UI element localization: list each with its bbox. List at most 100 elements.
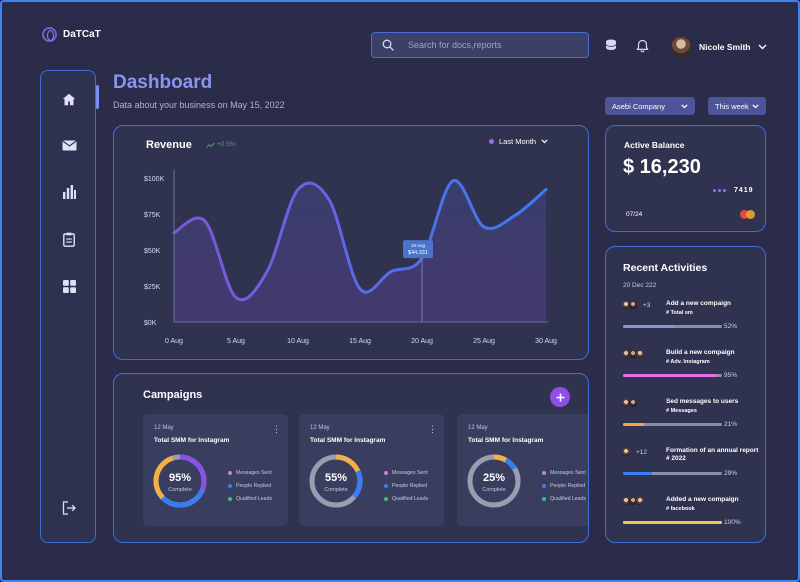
campaign-card[interactable]: 12 May Total SMM for Instagram ⋮ 95% Com… <box>143 414 288 526</box>
campaign-donut <box>153 454 207 508</box>
sidebar-item-tasks[interactable] <box>41 227 97 251</box>
add-campaign-button[interactable] <box>550 387 570 407</box>
clipboard-icon <box>63 232 75 247</box>
activity-percent: 29% <box>724 470 738 477</box>
legend-label: People Replied <box>236 483 272 489</box>
donut-segment <box>467 454 521 508</box>
logout-button[interactable] <box>41 496 97 520</box>
x-tick-label: 20 Aug <box>411 338 433 345</box>
activity-progress-fill <box>623 423 644 426</box>
company-dropdown[interactable]: Asebi Company <box>605 97 695 115</box>
activities-title: Recent Activities <box>623 262 708 274</box>
balance-title: Active Balance <box>624 140 685 150</box>
trend-up-icon <box>206 142 215 148</box>
activity-item[interactable]: Sed messages to users # Messages 21% <box>621 398 761 434</box>
donut-segment <box>153 454 207 508</box>
campaign-date: 12 May <box>154 425 174 431</box>
legend-dot <box>384 471 388 475</box>
chevron-down-icon <box>752 103 759 108</box>
legend-dot <box>228 471 232 475</box>
app-name: DaTCaT <box>63 29 101 40</box>
activity-item[interactable]: +12 Formation of an annual report # 2022… <box>621 447 761 483</box>
sidebar-item-mail[interactable] <box>41 133 97 157</box>
activity-item[interactable]: +3 Add a new compaign # Total sm 52% <box>621 300 761 336</box>
legend-label: Messages Sent <box>236 470 272 476</box>
campaign-donut <box>467 454 521 508</box>
chart-tooltip: 15 Aug $44,331 <box>403 240 433 259</box>
campaign-date: 12 May <box>468 425 488 431</box>
tooltip-value: $44,331 <box>408 250 428 256</box>
chevron-down-icon <box>758 44 767 50</box>
x-tick-label: 10 Aug <box>287 338 309 345</box>
activity-title: Sed messages to users <box>666 398 739 405</box>
card-mask <box>713 189 726 192</box>
donut-segment <box>309 454 363 508</box>
search-input[interactable] <box>408 40 568 50</box>
revenue-chart[interactable]: $0K $25K $50K $75K $100K 0 Aug 5 Aug 10 Aug 15 A… <box>114 126 590 361</box>
x-tick-label: 5 Aug <box>227 338 245 345</box>
search-box[interactable] <box>371 32 589 58</box>
company-dropdown-label: Asebi Company <box>612 101 665 111</box>
campaign-donut <box>309 454 363 508</box>
logout-icon <box>62 501 76 515</box>
donut-segment <box>309 454 363 508</box>
range-dot <box>489 139 494 144</box>
campaign-percent: 25% <box>482 472 506 484</box>
period-dropdown[interactable]: This week <box>708 97 766 115</box>
bell-icon[interactable] <box>636 39 649 53</box>
activity-avatars <box>621 496 645 506</box>
activity-avatars <box>621 398 638 408</box>
campaign-title: Total SMM for Instagram <box>468 437 544 444</box>
campaign-title: Total SMM for Instagram <box>154 437 230 444</box>
campaign-date: 12 May <box>310 425 330 431</box>
donut-segment <box>153 454 207 508</box>
database-icon[interactable] <box>605 39 617 53</box>
more-options-icon[interactable]: ⋮ <box>586 425 588 434</box>
activity-item[interactable]: Added a new compaign # facebook 100% <box>621 496 761 532</box>
activity-item[interactable]: Build a new compaign # Adv. Instagram 95… <box>621 349 761 385</box>
activity-title: Formation of an annual report # 2022 <box>666 447 759 462</box>
range-dropdown[interactable]: Last Month <box>489 137 548 146</box>
activity-title: Added a new compaign <box>666 496 739 503</box>
activity-progress <box>623 472 722 475</box>
avatar <box>635 349 645 359</box>
campaign-title: Total SMM for Instagram <box>310 437 386 444</box>
user-menu[interactable]: Nicole Smith <box>671 37 767 57</box>
revenue-area <box>174 180 546 322</box>
sidebar-item-apps[interactable] <box>41 274 97 298</box>
activity-percent: 52% <box>724 323 738 330</box>
activity-percent: 100% <box>724 519 741 526</box>
activity-avatars: +3 <box>621 300 650 310</box>
y-tick-label: $0K <box>144 320 157 327</box>
donut-segment <box>309 454 363 508</box>
period-dropdown-label: This week <box>715 101 749 111</box>
activity-tag: # Messages <box>666 408 697 414</box>
campaign-complete-label: Complete <box>168 487 192 493</box>
sidebar-item-home[interactable] <box>41 85 99 111</box>
campaign-card[interactable]: 12 May Total SMM for Instagram ⋮ 25% Com… <box>457 414 588 526</box>
user-name: Nicole Smith <box>699 42 751 52</box>
app-logo[interactable]: DaTCaT <box>42 27 101 42</box>
tooltip-date: 15 Aug <box>411 243 426 248</box>
more-options-icon[interactable]: ⋮ <box>272 424 281 434</box>
campaign-legend-item: People Replied <box>384 483 427 489</box>
more-people-count: +12 <box>636 448 648 456</box>
campaign-card[interactable]: 12 May Total SMM for Instagram ⋮ 55% Com… <box>299 414 444 526</box>
campaign-legend-item: Qualified Leads <box>228 496 272 502</box>
campaign-legend-item: Qualified Leads <box>384 496 428 502</box>
x-tick-label: 15 Aug <box>349 338 371 345</box>
card-expiry: 07/24 <box>626 211 643 218</box>
more-options-icon[interactable]: ⋮ <box>428 424 437 434</box>
legend-dot <box>384 484 388 488</box>
page-title: Dashboard <box>113 72 213 93</box>
campaign-complete-label: Complete <box>482 487 506 493</box>
legend-label: Qualified Leads <box>550 496 587 502</box>
avatar <box>635 496 645 506</box>
activity-progress-fill <box>623 374 718 377</box>
legend-dot <box>228 484 232 488</box>
plus-icon <box>556 393 564 401</box>
sidebar-item-analytics[interactable] <box>41 180 97 204</box>
activity-percent: 95% <box>724 372 738 379</box>
legend-label: Qualified Leads <box>392 496 429 502</box>
